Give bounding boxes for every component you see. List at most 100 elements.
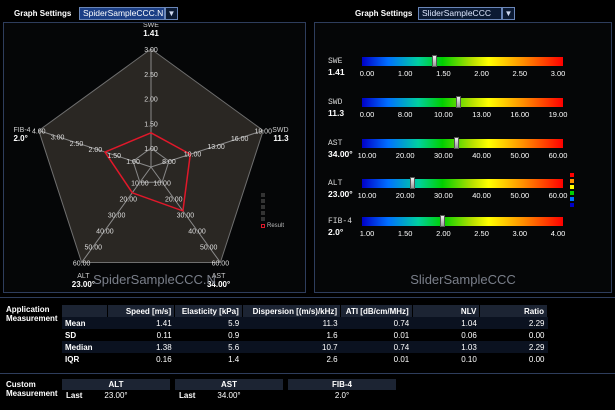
spider-tick-label: 2.50 (70, 141, 84, 148)
custom-group-ast: AST Last 34.00° (175, 379, 283, 402)
spider-tick-label: 30.00 (177, 212, 195, 219)
spider-tick-label: 2.00 (144, 97, 158, 104)
custom-group-header: AST (175, 379, 283, 390)
slider-track (362, 139, 563, 148)
right-graph-settings-label: Graph Settings (355, 9, 413, 18)
legend-color-swatch (570, 173, 574, 177)
spider-tick-label: 40.00 (188, 228, 206, 235)
spider-axis-name: SWE (143, 23, 159, 29)
spider-chart-panel: 1.00 1.50 2.00 2.50 3.00 SWE 1.41 8.00 10.00 13.0… (3, 22, 306, 293)
slider-tick-label: 2.00 (474, 69, 489, 78)
custom-row-value: 34.00° (217, 391, 241, 400)
slider-thumb[interactable] (432, 55, 438, 67)
table-cell: 2.6 (326, 354, 338, 364)
slider-color-legend (570, 173, 574, 209)
slider-row-fib-4: FIB-4 2.0° 1.00 1.50 2.00 2.50 3.00 4.00 (315, 215, 611, 255)
spider-caption: SpiderSampleCCC.N (93, 272, 216, 287)
slider-tick-label: 2.50 (512, 69, 528, 78)
spider-tick-label: 10.00 (184, 152, 202, 159)
table-row: Median 1.38 5.6 10.7 0.74 1.03 2.29 (62, 341, 548, 353)
application-table: Speed [m/s] Elasticity [kPa] Dispersion [(… (62, 305, 548, 365)
application-title: Application Measurement (6, 305, 58, 323)
slider-tick-label: 50.00 (510, 151, 530, 160)
table-cell: 1.03 (412, 341, 480, 353)
custom-group-row: 2.0° (288, 390, 396, 402)
spider-axis-value: 2.0° (13, 134, 27, 143)
slider-tick-label: 3.00 (512, 229, 528, 238)
slider-value: 2.0° (328, 227, 344, 237)
spider-tick-label: 4.00 (32, 129, 46, 136)
left-graph-select[interactable]: SpiderSampleCCC.N (79, 7, 165, 20)
row-label: Mean (62, 317, 108, 329)
custom-group-alt: ALT Last 23.00° (62, 379, 170, 402)
spider-axis-name: FIB-4 (13, 127, 30, 134)
chevron-down-icon[interactable]: ▼ (165, 7, 178, 20)
application-column-header: Ratio (479, 305, 548, 317)
slider-tick-label: 60.00 (548, 191, 568, 200)
chevron-down-icon[interactable]: ▼ (502, 7, 515, 20)
slider-thumb[interactable] (456, 96, 462, 108)
custom-title: Custom Measurement (6, 380, 58, 398)
spider-axis-value: 23.00° (72, 280, 95, 289)
spider-axis-name: ALT (77, 273, 90, 280)
slider-name: SWD (328, 98, 343, 107)
legend-result-label: Result (267, 223, 285, 229)
application-header-row: Speed [m/s] Elasticity [kPa] Dispersion [(… (62, 305, 548, 317)
divider (0, 297, 615, 298)
slider-tick-label: 30.00 (434, 191, 453, 200)
slider-track (362, 179, 563, 188)
table-cell: 0.10 (461, 354, 477, 364)
spider-spoke (150, 166, 221, 263)
slider-tick-label: 0.00 (359, 69, 375, 78)
row-label: SD (65, 330, 77, 340)
slider-tick-label: 2.00 (436, 229, 451, 238)
spider-axis-value: 1.41 (143, 29, 159, 38)
slider-tick-label: 16.00 (510, 110, 530, 119)
table-cell: 1.4 (228, 354, 240, 364)
custom-group-fib-4: FIB-4 2.0° (288, 379, 396, 402)
slider-thumb[interactable] (410, 177, 416, 189)
spider-tick-label: 50.00 (85, 244, 103, 251)
slider-thumb[interactable] (454, 137, 460, 149)
slider-tick-label: 13.00 (472, 110, 491, 119)
spider-tick-label: 40.00 (96, 228, 114, 235)
divider (0, 373, 615, 374)
spider-spoke (81, 166, 152, 263)
slider-value: 11.3 (328, 108, 345, 118)
spider-tick-label: 2.00 (89, 147, 103, 154)
slider-name: AST (328, 139, 343, 148)
spider-axis-value: 34.00° (207, 280, 230, 289)
spider-tick-label: 10.00 (153, 180, 171, 187)
slider-row-ast: AST 34.00° 10.00 20.00 30.00 40.00 50.00 60.0… (315, 137, 611, 177)
table-cell: 0.16 (156, 354, 172, 364)
custom-row-value: 2.0° (334, 391, 350, 400)
table-cell: 1.41 (107, 317, 175, 329)
spider-result-series (103, 131, 192, 212)
slider-thumb[interactable] (440, 215, 446, 227)
application-column-header: Dispersion [(m/s)/kHz] (242, 305, 342, 317)
legend-color-swatch (570, 197, 574, 201)
spider-tick-label: 60.00 (73, 260, 91, 267)
legend-color-swatch (570, 179, 574, 183)
table-cell: 0.06 (461, 330, 477, 340)
spider-axis-name: SWD (272, 127, 288, 134)
spider-tick-label: 50.00 (200, 244, 218, 251)
custom-group-row: Last 34.00° (175, 390, 283, 402)
slider-tick-label: 60.00 (548, 151, 568, 160)
spider-tick-label: 60.00 (212, 260, 230, 267)
slider-track (362, 217, 563, 226)
slider-tick-label: 10.00 (434, 110, 453, 119)
slider-tick-label: 1.00 (397, 69, 413, 78)
spider-spoke (38, 130, 152, 168)
slider-caption: SliderSampleCCC (410, 272, 516, 287)
spider-tick-label: 1.00 (126, 159, 140, 166)
slider-row-alt: ALT 23.00° 10.00 20.00 30.00 40.00 50.00 60.0… (315, 177, 611, 217)
spider-tick-label: 3.00 (51, 135, 65, 142)
right-graph-select[interactable]: SliderSampleCCC (418, 7, 502, 20)
slider-tick-label: 30.00 (434, 151, 453, 160)
spider-axis-name: AST (212, 273, 226, 280)
table-cell: 0.00 (528, 354, 545, 364)
slider-tick-label: 10.00 (357, 151, 377, 160)
slider-tick-label: 10.00 (357, 191, 377, 200)
